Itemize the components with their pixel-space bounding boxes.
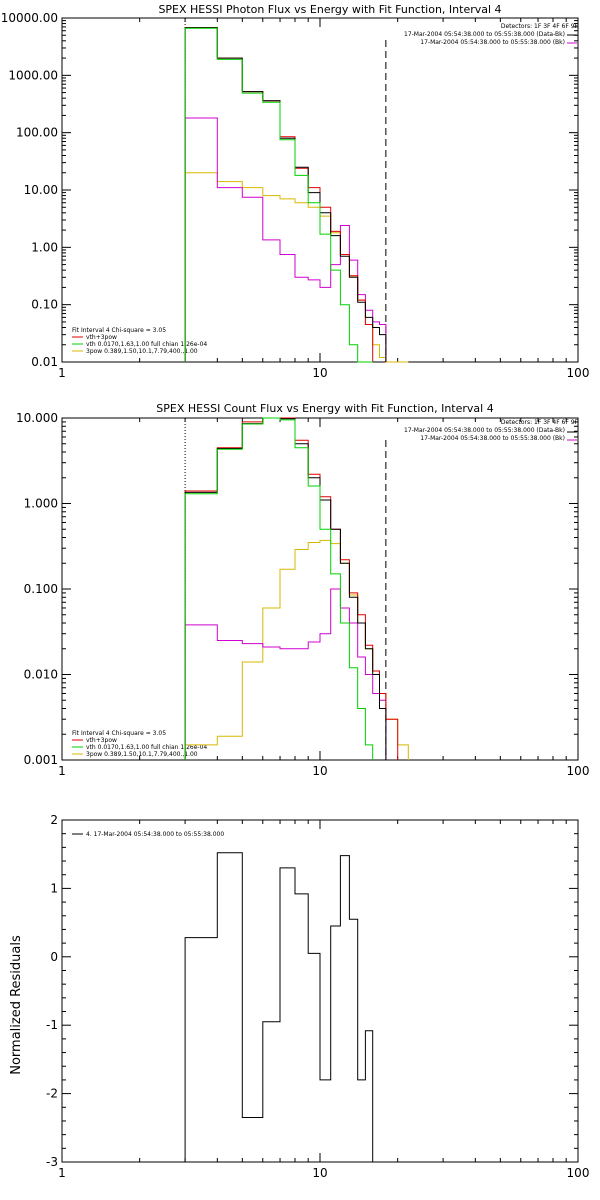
count-flux-chart-title: SPEX HESSI Count Flux vs Energy with Fit… (156, 402, 493, 415)
photon-flux-y-tick-label: 1000.00 (8, 68, 58, 82)
photon-flux-series-green-vth-0-0170-1-63-1-00-full-chia (184, 27, 373, 363)
residuals-y-tick-label: -1 (46, 1018, 58, 1032)
count-flux-y-tick-label: 1.000 (24, 497, 58, 511)
count-flux-y-tick-label: 0.010 (24, 668, 58, 682)
photon-legend-bk-time: 17-Mar-2004 05:54:38.000 to 05:55:38.000… (420, 39, 565, 46)
count-legend-data-time: 17-Mar-2004 05:54:38.000 to 05:55:38.000… (404, 427, 565, 434)
residuals-y-tick-label: -2 (46, 1087, 58, 1101)
photon-legend-detectors: Detectors: 1F 3F 4F 6F 9F (501, 23, 579, 30)
count-flux-y-tick-label: 0.100 (24, 582, 58, 596)
residuals-y-tick-label: 2 (50, 813, 58, 827)
photon-legend-data-time: 17-Mar-2004 05:54:38.000 to 05:55:38.000… (404, 31, 565, 38)
residuals-y-tick-label: 0 (50, 950, 58, 964)
photon-flux-y-tick-label: 0.10 (31, 298, 58, 312)
count-fit-legend-header: Fit Interval 4 Chi-square = 3.05 (72, 730, 166, 737)
photon-flux-x-tick-label: 100 (567, 366, 590, 380)
count-fit-legend-item-1: vth+3pow (86, 737, 117, 744)
photon-flux-y-tick-label: 10.00 (24, 183, 58, 197)
residuals-x-tick-label: 10 (312, 1166, 327, 1180)
residuals-y-tick-label: 1 (50, 881, 58, 895)
count-fit-legend-item-3: 3pow 0.389,1.50,10.1,7.79,400.,1.00 (86, 751, 198, 758)
count-flux-x-tick-label: 100 (567, 764, 590, 778)
count-legend-bk-time: 17-Mar-2004 05:54:38.000 to 05:55:38.000… (420, 435, 565, 442)
photon-flux-series-black-17-mar-2004-05-54-38-000-to-05 (184, 27, 387, 362)
count-fit-legend-item-2: vth 0.0170,1.63,1.00 full chian 1.26e-04 (86, 744, 207, 751)
photon-fit-legend-item-3: 3pow 0.389,1.50,10.1,7.79,400.,1.00 (86, 348, 198, 355)
photon-flux-y-tick-label: 10000.00 (1, 11, 58, 25)
photon-flux-x-tick-label: 1 (58, 366, 66, 380)
photon-fit-legend-item-2: vth 0.0170,1.63,1.00 full chian 1.26e-04 (86, 341, 207, 348)
residual-y-axis-label: Normalized Residuals (9, 935, 24, 1075)
photon-fit-legend-item-1: vth+3pow (86, 334, 117, 341)
photon-flux-y-tick-label: 100.00 (16, 126, 58, 140)
count-flux-x-tick-label: 10 (312, 764, 327, 778)
residuals-series-black-4-17-mar-2004-05-54-38-000-to- (184, 852, 374, 1162)
photon-flux-x-tick-label: 10 (312, 366, 327, 380)
photon-flux-y-tick-label: 0.01 (31, 355, 58, 369)
count-flux-y-tick-label: 0.001 (24, 753, 58, 767)
residuals-y-tick-label: -3 (46, 1155, 58, 1169)
residuals-x-tick-label: 100 (567, 1166, 590, 1180)
count-flux-y-tick-label: 10.000 (16, 411, 58, 425)
count-flux-series-green-vth-0-0170-1-63-1-00-full-chia (184, 417, 374, 760)
photon-flux-y-tick-label: 1.00 (31, 240, 58, 254)
count-flux-x-tick-label: 1 (58, 764, 66, 778)
photon-fit-legend-header: Fit Interval 4 Chi-square = 3.05 (72, 327, 166, 334)
photon-flux-series-magenta-17-mar-2004-05-54-38-000-to-05 (184, 117, 387, 362)
count-legend-detectors: Detectors: 1F 3F 4F 6F 9F (501, 419, 579, 426)
residual-legend-label: 4. 17-Mar-2004 05:54:38.000 to 05:55:38.… (86, 831, 224, 838)
photon-flux-chart-title: SPEX HESSI Photon Flux vs Energy with Fi… (158, 3, 501, 16)
residuals-x-tick-label: 1 (58, 1166, 66, 1180)
